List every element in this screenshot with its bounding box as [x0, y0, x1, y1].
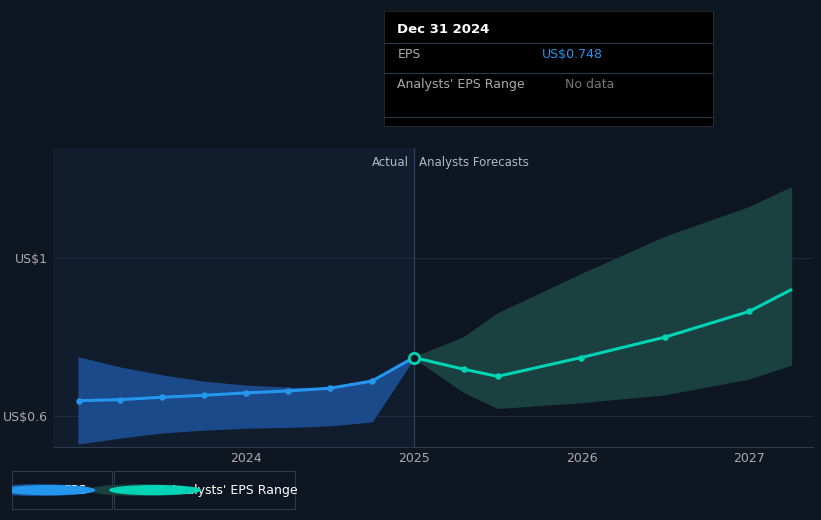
Point: [156, 393, 169, 401]
Text: US$0.748: US$0.748: [542, 48, 603, 61]
Point: [198, 391, 211, 399]
Point: [240, 389, 253, 397]
FancyBboxPatch shape: [12, 471, 112, 509]
Text: EPS: EPS: [397, 48, 420, 61]
Circle shape: [110, 486, 200, 495]
Point: [323, 384, 337, 393]
Text: Dec 31 2024: Dec 31 2024: [397, 23, 490, 36]
Text: Analysts' EPS Range: Analysts' EPS Range: [397, 78, 525, 91]
Point: [491, 372, 504, 381]
Text: Analysts Forecasts: Analysts Forecasts: [419, 156, 529, 169]
Point: [658, 333, 672, 341]
Text: Actual: Actual: [372, 156, 409, 169]
Point: [365, 377, 378, 385]
Circle shape: [0, 485, 93, 496]
Circle shape: [4, 486, 94, 495]
Point: [72, 397, 85, 405]
Text: Analysts' EPS Range: Analysts' EPS Range: [171, 484, 298, 497]
Bar: [53, 148, 414, 447]
Circle shape: [90, 485, 199, 496]
Point: [407, 354, 420, 362]
Point: [742, 307, 755, 316]
Text: EPS: EPS: [64, 484, 88, 497]
Point: [457, 365, 470, 373]
Point: [575, 354, 588, 362]
Text: No data: No data: [565, 78, 614, 91]
FancyBboxPatch shape: [114, 471, 295, 509]
Point: [282, 387, 295, 395]
Point: [114, 395, 127, 404]
